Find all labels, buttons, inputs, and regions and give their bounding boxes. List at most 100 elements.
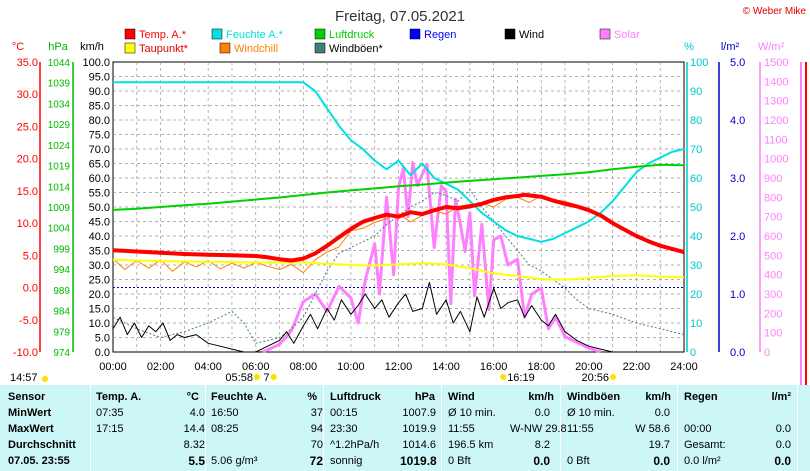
- tick-label-solar: 1300: [764, 96, 788, 108]
- cell-note: 0.0 l/m²: [684, 455, 721, 467]
- tick-label-humidity: 90: [690, 86, 702, 98]
- marker-dot: [270, 374, 277, 380]
- pressure-header: Luftdruck: [330, 391, 381, 403]
- tick-label-solar: 700: [764, 212, 782, 224]
- x-tick-label: 10:00: [337, 361, 365, 373]
- cell-value: 0.0: [775, 439, 791, 451]
- cell-note: 0 Bft: [567, 455, 590, 467]
- tick-label-humidity: 50: [690, 202, 702, 214]
- sensor-header: Sensor: [8, 391, 46, 403]
- legend-label: Regen: [424, 29, 456, 41]
- tick-label-solar: 0: [764, 347, 770, 359]
- legend-label: Solar: [614, 29, 640, 41]
- tick-label-solar: 1400: [764, 76, 788, 88]
- cell-value: 0.0: [775, 423, 791, 435]
- tick-label-humidity: 70: [690, 144, 702, 156]
- axis-unit-solar: W/m²: [758, 41, 785, 53]
- legend-label: Windchill: [234, 43, 278, 55]
- tick-label-wind: 85.0: [89, 101, 110, 113]
- x-tick-label: 22:00: [623, 361, 651, 373]
- tick-label-wind: 35.0: [89, 246, 110, 258]
- x-tick-label: 04:00: [194, 361, 222, 373]
- tick-label-humidity: 40: [690, 231, 702, 243]
- cell-note: Ø 10 min.: [567, 407, 615, 419]
- tick-label-wind: 5.0: [95, 333, 110, 345]
- legend-swatch: [314, 28, 326, 40]
- tick-label-wind: 30.0: [89, 260, 110, 272]
- tick-label-wind: 80.0: [89, 115, 110, 127]
- marker-dot: [42, 376, 48, 382]
- cell-note: 11:55: [567, 423, 594, 435]
- axis-unit-humidity: %: [684, 41, 694, 53]
- tick-label-pressure: 1014: [48, 182, 71, 193]
- x-tick-label: 16:00: [480, 361, 508, 373]
- cell-value: 14.4: [183, 423, 205, 435]
- cell-value: 19.7: [648, 439, 670, 451]
- axis-unit-wind: km/h: [80, 41, 104, 53]
- cell-value: 4.0: [189, 407, 205, 419]
- tick-label-solar: 900: [764, 173, 782, 185]
- tick-label-rain: 1.0: [730, 289, 745, 301]
- legend-swatch: [504, 28, 516, 40]
- marker-dot: [610, 374, 617, 380]
- tick-label-wind: 0.0: [95, 347, 110, 359]
- cell-note: 17:15: [96, 423, 124, 435]
- tick-label-temp: 30.0: [17, 89, 38, 101]
- tick-label-humidity: 20: [690, 289, 702, 301]
- series-line-tempa: [112, 192, 685, 263]
- tick-label-wind: 45.0: [89, 217, 110, 229]
- tick-label-rain: 4.0: [730, 115, 745, 127]
- axis-unit-pressure: hPa: [48, 41, 68, 53]
- tick-label-wind: 55.0: [89, 188, 110, 200]
- tick-label-temp: -10.0: [13, 347, 38, 359]
- tick-label-solar: 500: [764, 250, 782, 262]
- marker-label: 7: [263, 372, 269, 384]
- cell-note: 196.5 km: [448, 439, 494, 451]
- tick-label-temp: 10.0: [17, 218, 38, 230]
- row-label: MinWert: [8, 407, 52, 419]
- cell-value: 37: [310, 407, 323, 419]
- temp-header: Temp. A.: [96, 391, 142, 403]
- tick-label-wind: 40.0: [89, 231, 110, 243]
- tick-label-solar: 800: [764, 192, 782, 204]
- legend-swatch: [599, 28, 611, 40]
- tick-label-temp: 20.0: [17, 154, 38, 166]
- tick-label-solar: 400: [764, 270, 782, 282]
- tick-label-solar: 1200: [764, 115, 788, 127]
- axis-unit-temp: °C: [12, 41, 24, 53]
- marker-label: 16:19: [507, 372, 535, 384]
- cell-value: 0.0: [774, 454, 791, 468]
- tick-label-wind: 100.0: [82, 57, 110, 69]
- legend-label: Feuchte A.*: [226, 29, 284, 41]
- series-line-luftdruck: [112, 163, 685, 211]
- tick-label-wind: 75.0: [89, 130, 110, 142]
- tick-label-humidity: 60: [690, 173, 702, 185]
- legend-label: Luftdruck: [329, 29, 375, 41]
- cell-value: 0.0: [533, 454, 550, 468]
- tick-label-wind: 90.0: [89, 86, 110, 98]
- marker-dot: [253, 374, 260, 380]
- tick-label-pressure: 994: [53, 265, 70, 276]
- rain-header: Regen: [684, 391, 718, 403]
- cell-value: 72: [309, 454, 323, 468]
- tick-label-temp: -5.0: [19, 315, 38, 327]
- humidity-header: Feuchte A.: [211, 391, 267, 403]
- tick-label-solar: 1000: [764, 154, 788, 166]
- tick-label-rain: 2.0: [730, 231, 745, 243]
- cell-note: 08:25: [211, 423, 239, 435]
- tick-label-pressure: 1034: [48, 99, 71, 110]
- legend-swatch: [124, 28, 136, 40]
- series-line-taupunkt: [112, 258, 685, 281]
- tick-label-wind: 95.0: [89, 72, 110, 84]
- tick-label-solar: 100: [764, 328, 782, 340]
- legend-swatch: [314, 42, 326, 54]
- cell-note: Gesamt:: [684, 439, 726, 451]
- tick-label-pressure: 979: [53, 327, 70, 338]
- cell-note: sonnig: [330, 455, 363, 467]
- cell-note: ^1.2hPa/h: [330, 439, 380, 451]
- cell-value: 1019.8: [400, 454, 437, 468]
- tick-label-pressure: 1024: [48, 141, 71, 152]
- cell-value: W-NW 29.8: [510, 423, 567, 435]
- legend-swatch: [409, 28, 421, 40]
- tick-label-temp: 35.0: [17, 57, 38, 69]
